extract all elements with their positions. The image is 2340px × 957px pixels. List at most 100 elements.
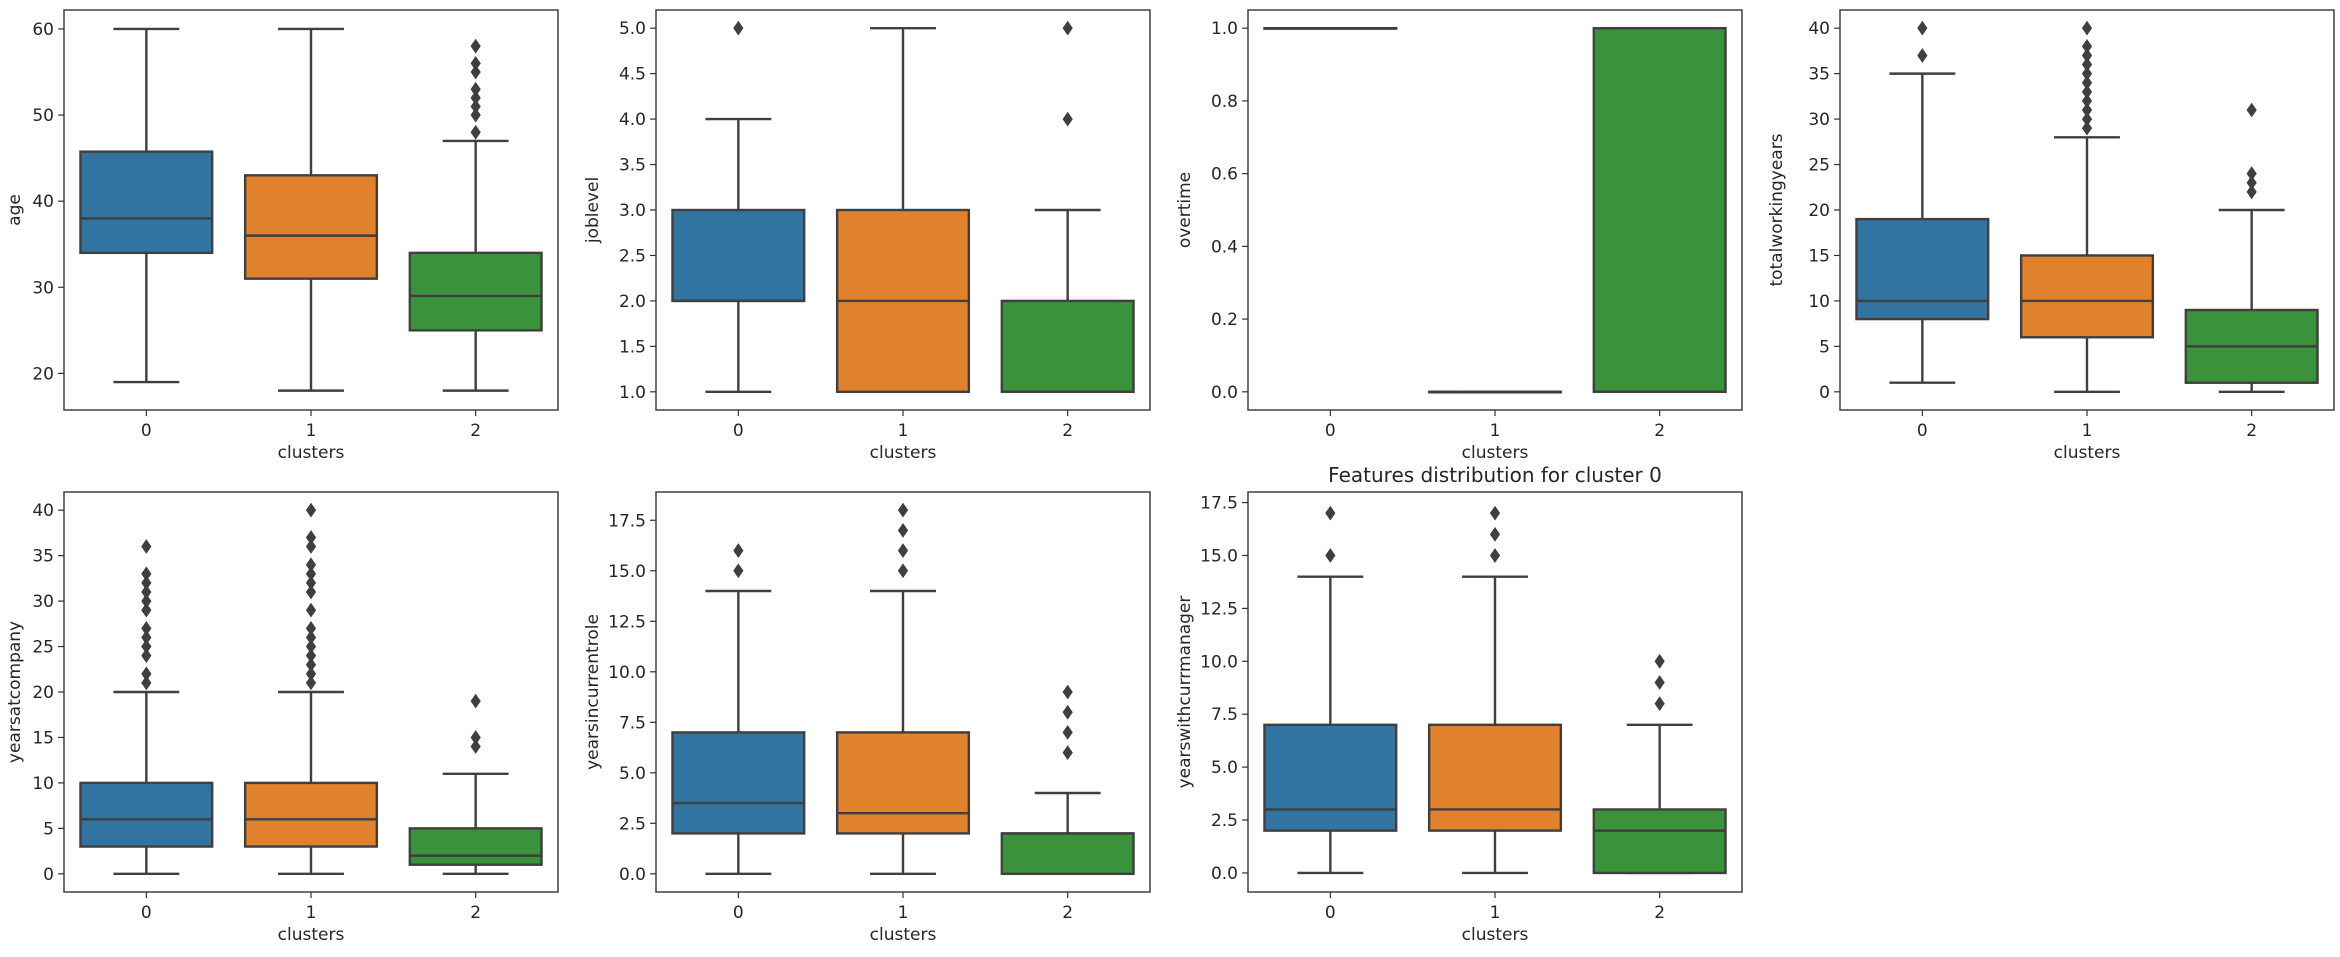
x-tick-label: 1 <box>1490 421 1501 441</box>
outlier-marker <box>2081 111 2093 127</box>
outlier-marker <box>1325 548 1336 563</box>
chart-title: Features distribution for cluster 0 <box>1328 463 1662 487</box>
x-tick-label: 2 <box>1654 903 1665 923</box>
box-iqr <box>835 731 971 835</box>
y-tick-label: 15 <box>1808 246 1830 266</box>
x-tick-label: 0 <box>733 903 744 923</box>
outlier-marker <box>733 20 744 36</box>
x-tick-label: 0 <box>1325 421 1336 441</box>
outlier-marker <box>2246 184 2257 200</box>
outlier-marker <box>2081 48 2093 63</box>
subplot-overtime: 0.0 0.2 0.4 0.6 0.8 1.0 0 1 2 clusters overtime <box>1175 9 1743 463</box>
x-tick-label: 1 <box>898 903 909 923</box>
box-cluster-2 <box>1000 20 1135 394</box>
y-tick-label: 0.2 <box>1211 310 1238 330</box>
subplot-joblevel: 1.0 1.5 2.0 2.5 3.0 3.5 4.0 4.5 5.0 0 1 2 clusters jo… <box>583 9 1151 463</box>
outlier-marker <box>1062 111 1073 127</box>
y-tick-label: 30 <box>32 278 54 298</box>
y-tick-label: 10 <box>1808 292 1830 312</box>
outlier-marker <box>470 56 481 71</box>
y-tick-label: 10 <box>32 774 54 794</box>
y-tick-label: 0.4 <box>1211 237 1238 257</box>
y-tick-label: 5.0 <box>619 19 646 39</box>
y-tick-label: 7.5 <box>1211 705 1238 725</box>
outlier-marker <box>305 566 317 582</box>
box-iqr <box>1427 723 1563 832</box>
outlier-marker <box>897 563 909 579</box>
outlier-marker <box>470 81 481 97</box>
outlier-marker <box>2081 120 2093 136</box>
outlier-marker <box>2081 66 2093 82</box>
y-tick-label: 12.5 <box>608 612 646 632</box>
x-axis-label: clusters <box>870 925 937 945</box>
x-tick-label: 2 <box>470 421 481 441</box>
outlier-marker <box>2081 75 2093 91</box>
outlier-marker <box>2246 175 2257 191</box>
y-axis-label: yearsatcompany <box>5 621 25 763</box>
outlier-marker <box>470 693 481 709</box>
x-tick-label: 1 <box>306 903 317 923</box>
y-tick-label: 17.5 <box>608 511 646 531</box>
y-tick-label: 12.5 <box>1200 599 1238 619</box>
outlier-marker <box>141 566 152 582</box>
y-tick-label: 3.0 <box>619 201 646 221</box>
y-tick-label: 7.5 <box>619 713 646 733</box>
box-iqr <box>243 174 379 280</box>
subplot-totalworkingyears: 0 5 10 15 20 25 30 35 40 0 1 2 clusters totalworkingy… <box>1767 9 2335 463</box>
x-tick-label: 2 <box>1062 421 1073 441</box>
box-cluster-2 <box>408 38 543 392</box>
y-tick-label: 20 <box>32 683 54 703</box>
box-cluster-2 <box>1000 684 1135 876</box>
box-iqr <box>243 781 379 848</box>
y-tick-label: 3.5 <box>619 156 646 176</box>
x-tick-label: 2 <box>1062 903 1073 923</box>
y-axis-label: totalworkingyears <box>1767 133 1787 286</box>
outlier-marker <box>141 675 152 691</box>
outlier-marker <box>141 539 152 554</box>
y-tick-label: 0.8 <box>1211 92 1238 112</box>
y-tick-label: 2.0 <box>619 292 646 312</box>
outlier-marker <box>1325 505 1336 521</box>
y-tick-label: 15.0 <box>1200 546 1238 566</box>
outlier-marker <box>2081 38 2093 54</box>
box-iqr <box>1855 217 1990 321</box>
outlier-marker <box>141 620 152 636</box>
y-tick-label: 5.0 <box>1211 758 1238 778</box>
y-tick-label: 10.0 <box>1200 652 1238 672</box>
x-axis-label: clusters <box>2054 443 2121 463</box>
box-cluster-0 <box>1263 505 1398 875</box>
outlier-marker <box>1489 526 1501 542</box>
x-tick-label: 0 <box>141 421 152 441</box>
x-tick-label: 1 <box>1490 903 1501 923</box>
outlier-marker <box>470 107 481 123</box>
subplot-age: 20 30 40 50 60 0 1 2 clusters age <box>5 9 559 463</box>
outlier-marker <box>1654 696 1665 712</box>
outlier-marker <box>305 557 317 573</box>
outlier-marker <box>305 620 317 636</box>
y-tick-label: 35 <box>1808 65 1830 85</box>
box-iqr <box>1592 26 1727 394</box>
y-tick-label: 30 <box>32 592 54 612</box>
y-tick-label: 0.0 <box>619 865 646 885</box>
box-cluster-0 <box>79 27 214 384</box>
y-tick-label: 17.5 <box>1200 494 1238 514</box>
y-tick-label: 40 <box>32 192 54 212</box>
y-tick-label: 0.0 <box>1211 864 1238 884</box>
outlier-marker <box>2081 102 2093 118</box>
outlier-marker <box>305 602 317 618</box>
outlier-marker <box>1062 684 1073 700</box>
y-axis-label: joblevel <box>583 177 603 244</box>
y-tick-label: 2.5 <box>1211 811 1238 831</box>
box-iqr <box>1263 723 1398 832</box>
outlier-marker <box>2081 84 2093 100</box>
outlier-marker <box>141 639 152 654</box>
y-tick-label: 30 <box>1808 110 1830 130</box>
box-cluster-0 <box>1855 20 1990 384</box>
outlier-marker <box>141 630 152 645</box>
outlier-marker <box>470 730 481 745</box>
y-axis-label: age <box>5 194 25 226</box>
subplot-yearswithcurrmanager: 0.0 2.5 5.0 7.5 10.0 12.5 15.0 17.5 0 1 2 clusters y… <box>1175 463 1743 945</box>
box-iqr <box>79 150 214 255</box>
outlier-marker <box>305 657 317 673</box>
